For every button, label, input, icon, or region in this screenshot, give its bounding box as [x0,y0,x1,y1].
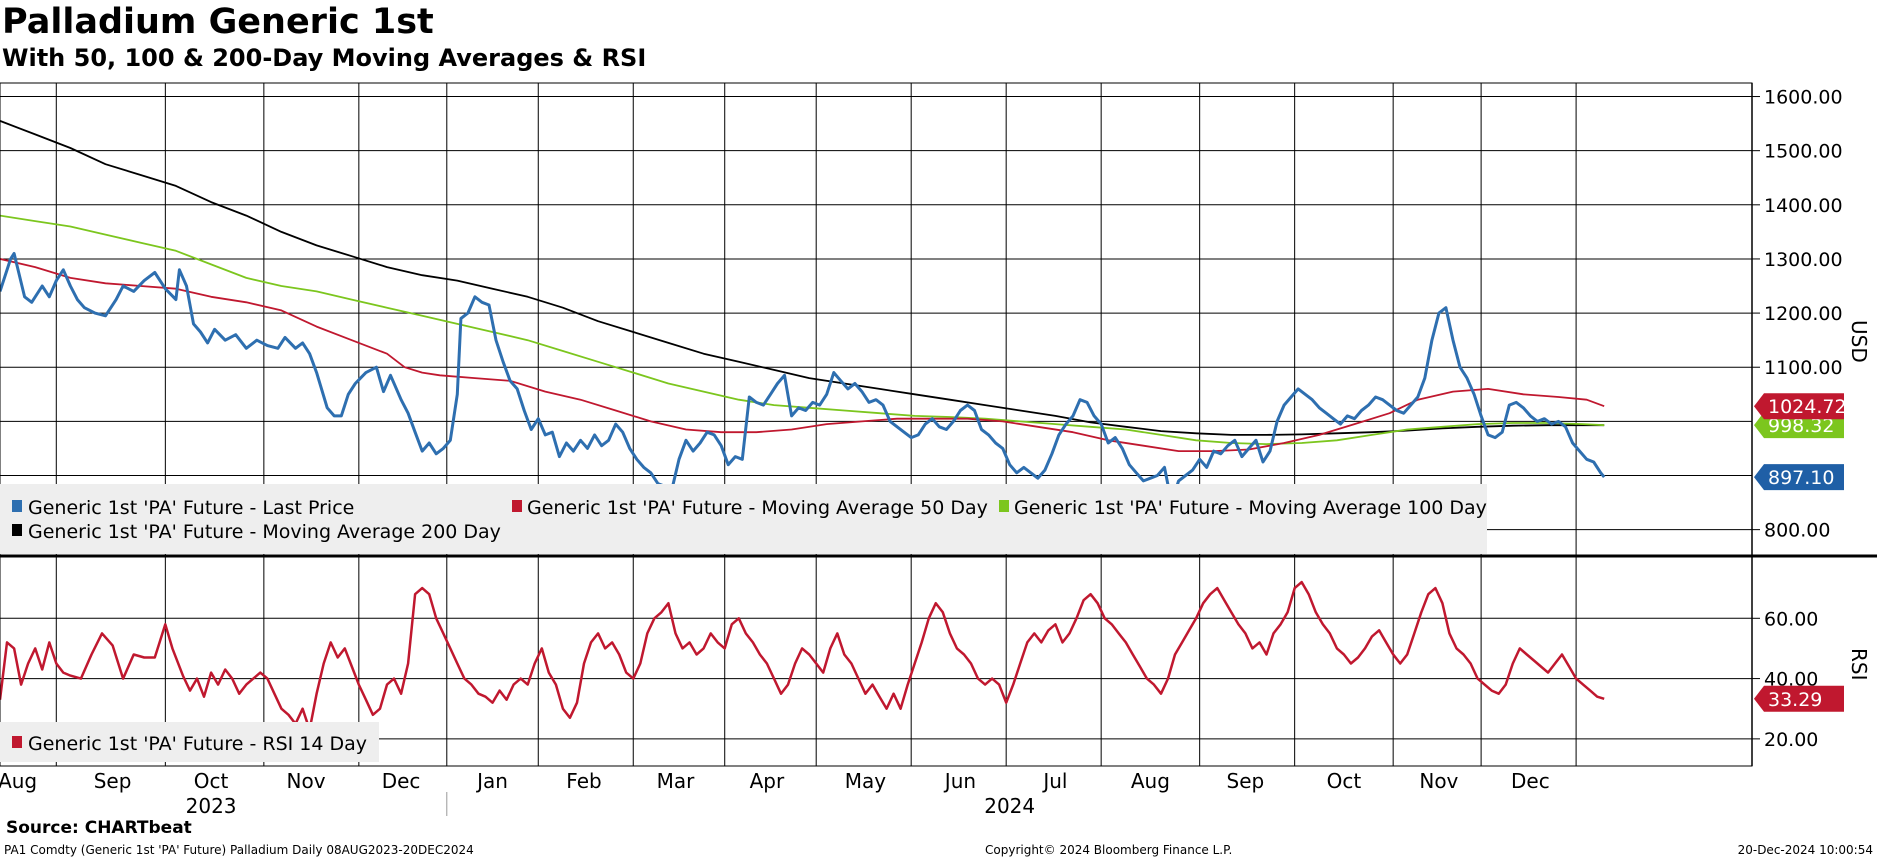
price-tick-label: 1500.00 [1764,141,1843,163]
legend-swatch-ma200 [12,524,22,536]
month-label: Jun [943,769,976,793]
month-label: Dec [1511,769,1550,793]
rsi-axis-label: RSI [1847,648,1871,681]
legend-ma100: Generic 1st 'PA' Future - Moving Average… [1014,497,1487,519]
month-label: Oct [1327,769,1362,793]
month-label: Nov [287,769,326,793]
footer-ticker-info: PA1 Comdty (Generic 1st 'PA' Future) Pal… [4,843,474,857]
price-axis-label: USD [1847,320,1871,363]
price-tick-label: 1600.00 [1764,87,1843,109]
last-value-tag-bg [1754,393,1844,420]
rsi-tick-label: 40.00 [1764,669,1818,691]
legend-ma50: Generic 1st 'PA' Future - Moving Average… [527,497,988,519]
month-label: Aug [0,769,37,793]
year-label: 2023 [186,794,237,818]
month-label: Mar [657,769,696,793]
last-value-tag-label: 998.32 [1768,415,1834,437]
last-value-tag-bg [1754,464,1844,491]
month-label: Nov [1419,769,1458,793]
source-note: Source: CHARTbeat [6,818,192,838]
rsi-tick-label: 20.00 [1764,729,1818,751]
month-label: Oct [194,769,229,793]
last-value-tag-label: 897.10 [1768,467,1834,489]
footer-timestamp: 20-Dec-2024 10:00:54 [1737,843,1873,857]
legend-swatch-price [12,500,22,512]
last-value-tag-bg [1754,685,1844,712]
chart-subtitle: With 50, 100 & 200-Day Moving Averages &… [2,44,647,72]
series-line-ma50 [0,258,1605,452]
price-tick-label: 1100.00 [1764,357,1843,379]
price-legend: Generic 1st 'PA' Future - Last Price Gen… [0,484,1487,554]
rsi-legend: Generic 1st 'PA' Future - RSI 14 Day [0,722,379,762]
legend-rsi: Generic 1st 'PA' Future - RSI 14 Day [28,733,367,755]
month-label: Apr [750,769,785,793]
rsi-panel-series [0,580,1605,732]
footer-copyright: Copyright© 2024 Bloomberg Finance L.P. [985,843,1233,857]
legend-price: Generic 1st 'PA' Future - Last Price [28,497,354,519]
year-label: 2024 [984,794,1035,818]
month-label: May [845,769,887,793]
month-label: Aug [1131,769,1170,793]
month-label: Jul [1041,769,1067,793]
chart-title: Palladium Generic 1st [2,2,434,42]
month-label: Feb [566,769,601,793]
legend-swatch-ma100 [999,500,1009,512]
month-label: Dec [382,769,421,793]
rsi-tick-label: 60.00 [1764,608,1818,630]
rsi-legend-box [0,722,379,762]
last-value-tag-label: 1024.72 [1768,396,1847,418]
series-line-rsi [0,580,1605,732]
price-legend-box [0,484,1487,554]
axis-ticks: 1600.00 1500.00 1400.00 1300.00 1200.00 1100.… [1752,87,1843,751]
legend-swatch-ma50 [512,500,522,512]
price-tick-label: 1200.00 [1764,303,1843,325]
time-axis: Aug Sep Oct Nov Dec Jan Feb Mar Apr May Jun Jul Aug S… [0,769,1550,818]
last-value-tag-label: 33.29 [1768,689,1822,711]
price-tick-label: 1400.00 [1764,195,1843,217]
legend-ma200: Generic 1st 'PA' Future - Moving Average… [28,521,501,543]
legend-swatch-rsi [12,736,22,748]
price-tick-label: 800.00 [1764,520,1830,542]
month-label: Sep [1227,769,1265,793]
price-panel-series [0,120,1606,505]
series-line-ma200 [0,120,1605,436]
series-line-price [0,252,1606,505]
price-tick-label: 1300.00 [1764,249,1843,271]
rsi-panel-grid [0,617,1752,740]
month-label: Jan [475,769,508,793]
month-label: Sep [94,769,132,793]
